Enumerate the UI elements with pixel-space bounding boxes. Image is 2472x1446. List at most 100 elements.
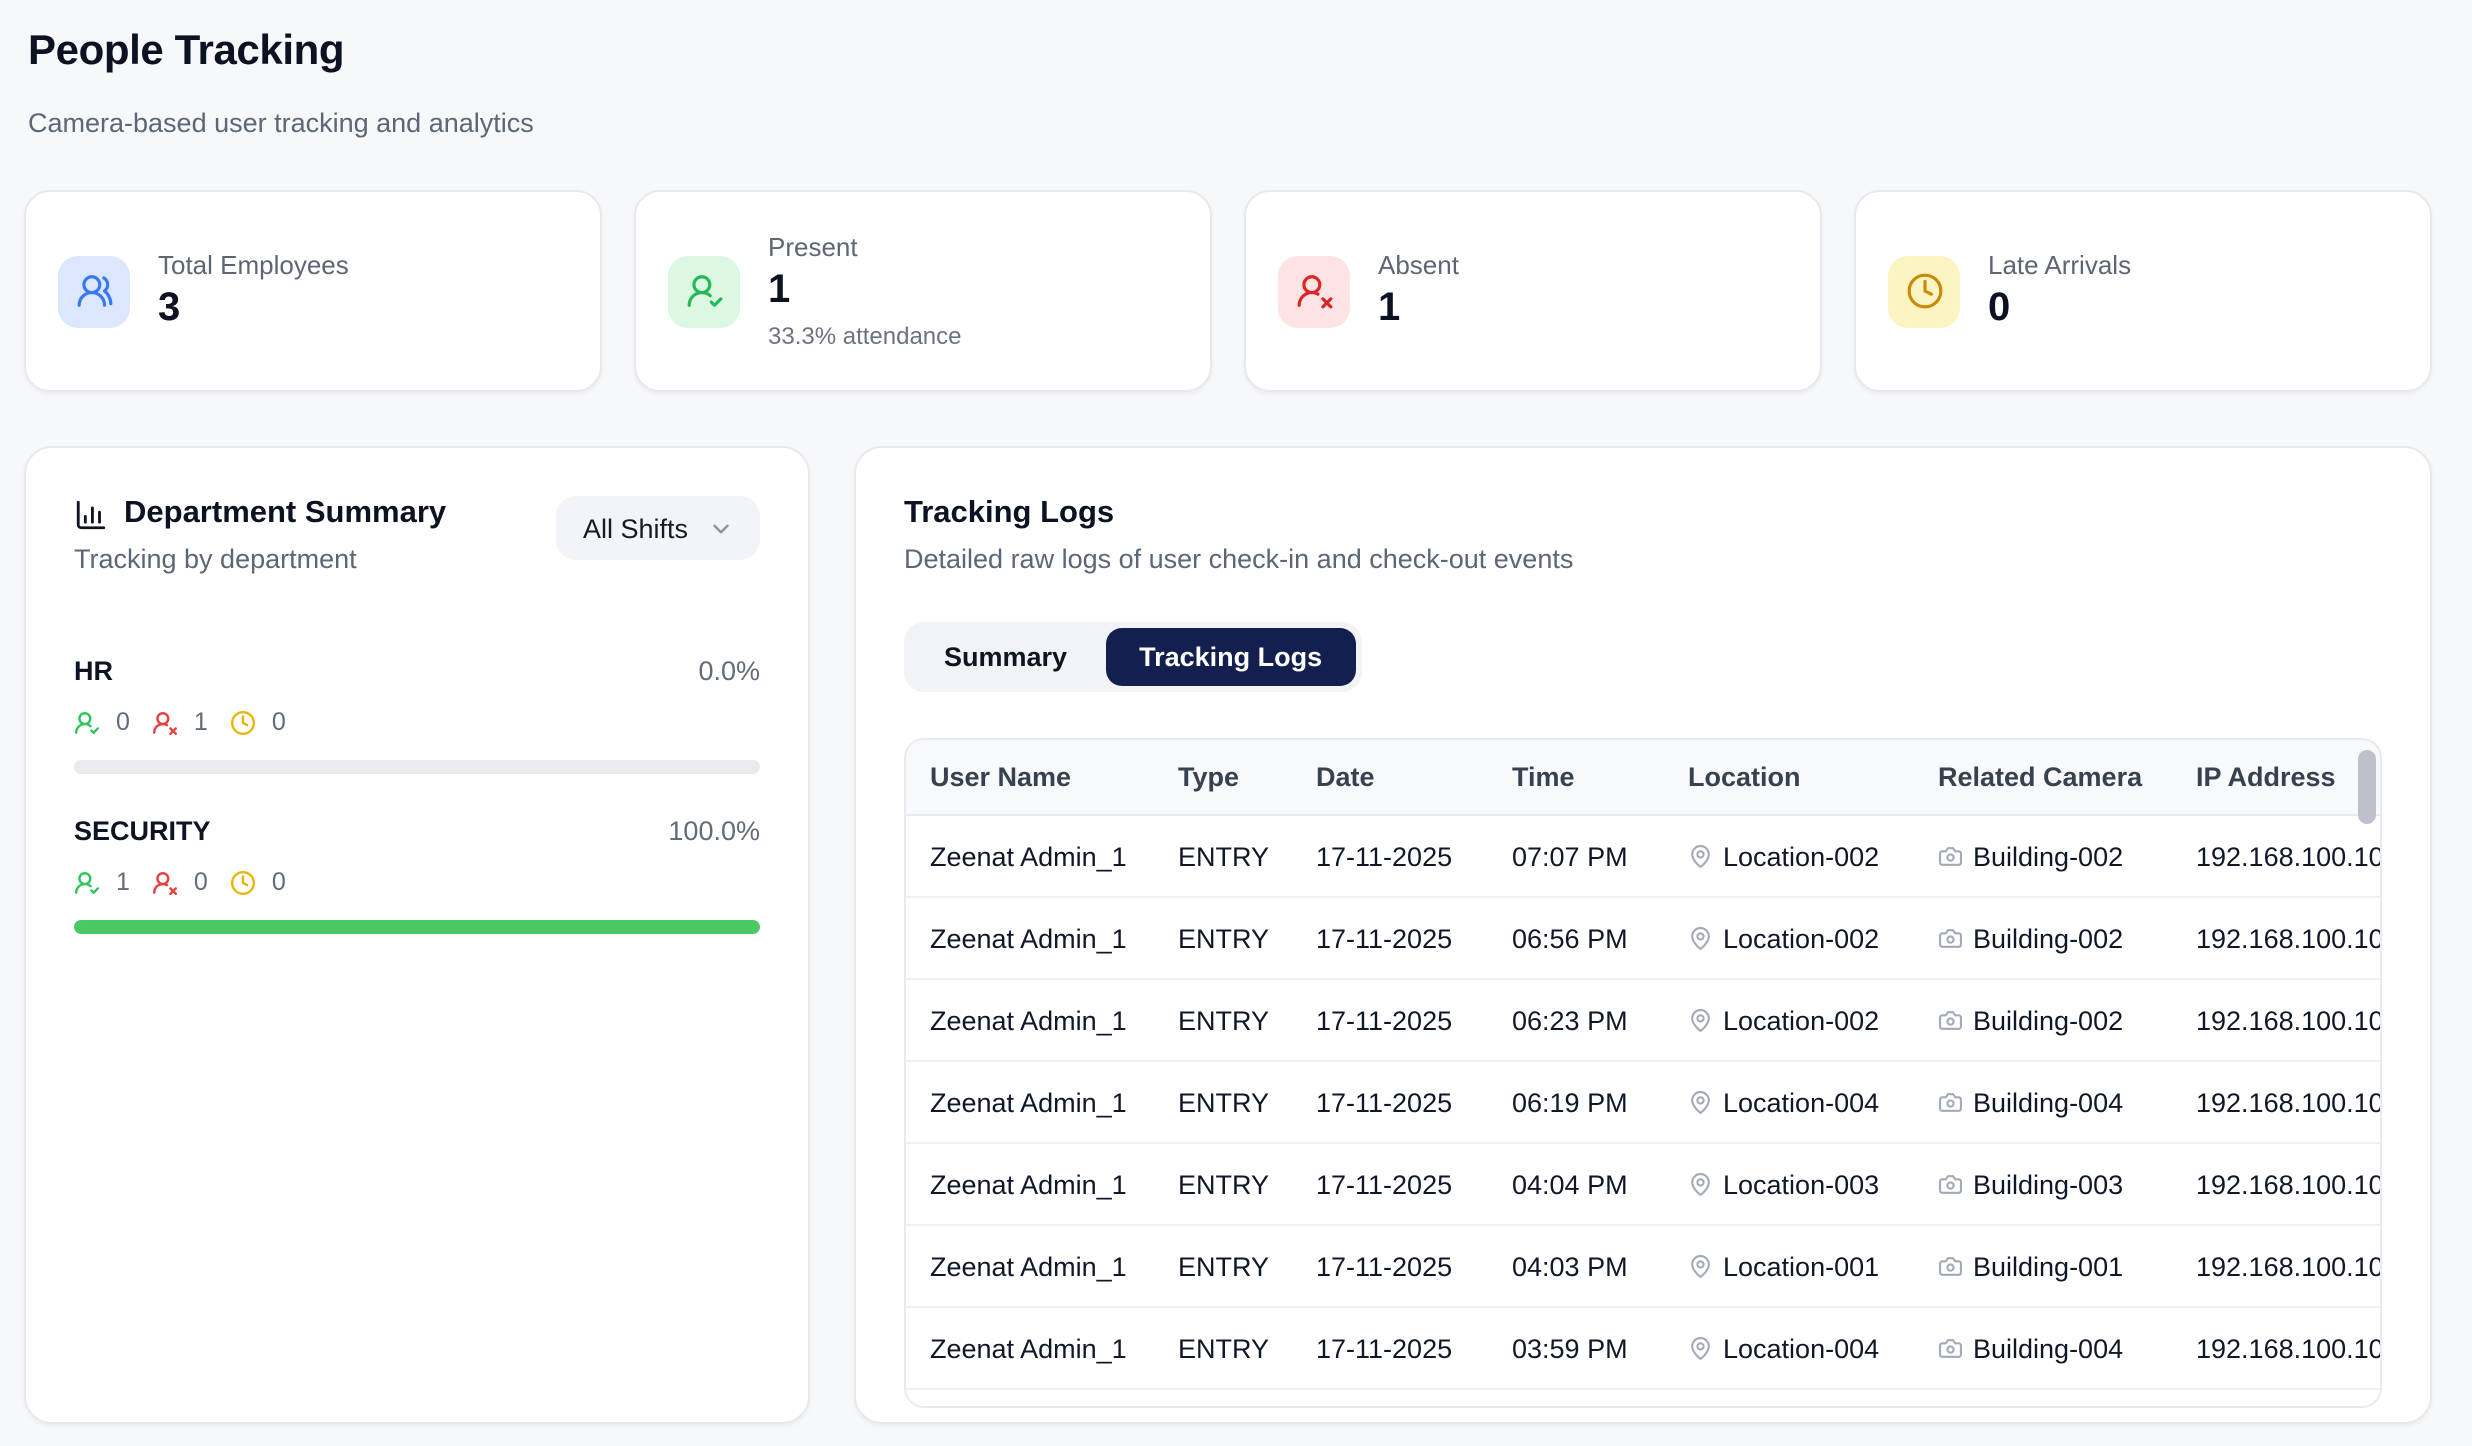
cell-time: 06:56 PM	[1488, 923, 1664, 953]
department-summary-panel: Department Summary Tracking by departmen…	[24, 446, 810, 1424]
cell-related-camera: Building-002	[1914, 841, 2172, 871]
cell-ip-address: 192.168.100.10	[2172, 1169, 2380, 1199]
table-header-row: User Name Type Date Time Location Relate…	[906, 740, 2380, 816]
absent-count: 0	[194, 868, 208, 896]
shift-filter-dropdown[interactable]: All Shifts	[557, 496, 760, 560]
cell-date: 17-11-2025	[1292, 1333, 1488, 1363]
map-pin-icon	[1688, 1008, 1713, 1033]
tracking-logs-subtitle: Detailed raw logs of user check-in and c…	[904, 544, 2382, 574]
department-summary-subtitle: Tracking by department	[74, 544, 446, 574]
stat-card-absent: Absent 1	[1244, 190, 1822, 392]
page-title: People Tracking	[28, 28, 2432, 76]
map-pin-icon	[1688, 1336, 1713, 1361]
col-header-type: Type	[1154, 762, 1292, 792]
cell-related-camera: Building-001	[1914, 1251, 2172, 1281]
table-row: Zeenat Admin_1 ENTRY 17-11-2025 06:19 PM…	[906, 1062, 2380, 1144]
camera-icon	[1938, 1254, 1963, 1279]
cell-ip-address: 192.168.100.10	[2172, 1005, 2380, 1035]
camera-icon	[1938, 1008, 1963, 1033]
map-pin-icon	[1688, 844, 1713, 869]
cell-location: Location-001	[1664, 1251, 1914, 1281]
stat-card-present: Present 1 33.3% attendance	[634, 190, 1212, 392]
stat-value: 1	[1378, 286, 1459, 332]
department-percent: 0.0%	[698, 656, 760, 686]
col-header-user-name: User Name	[906, 762, 1154, 792]
user-x-icon	[152, 869, 178, 895]
shift-filter-value: All Shifts	[583, 513, 688, 543]
progress-bar-fill	[74, 920, 760, 934]
camera-icon	[1938, 1090, 1963, 1115]
map-pin-icon	[1688, 1172, 1713, 1197]
cell-type: ENTRY	[1154, 1169, 1292, 1199]
cell-date: 17-11-2025	[1292, 1169, 1488, 1199]
stat-label: Total Employees	[158, 250, 349, 280]
stat-attendance: 33.3% attendance	[768, 322, 962, 350]
late-count: 0	[272, 868, 286, 896]
cell-related-camera: Building-003	[1914, 1169, 2172, 1199]
tracking-logs-table: User Name Type Date Time Location Relate…	[904, 738, 2382, 1408]
col-header-time: Time	[1488, 762, 1664, 792]
user-x-icon	[152, 709, 178, 735]
cell-time: 03:59 PM	[1488, 1333, 1664, 1363]
clock-icon	[1888, 255, 1960, 327]
col-header-date: Date	[1292, 762, 1488, 792]
tab-summary[interactable]: Summary	[910, 628, 1101, 686]
cell-ip-address: 192.168.100.10	[2172, 1087, 2380, 1117]
camera-icon	[1938, 1336, 1963, 1361]
table-row: Zeenat Admin_1 ENTRY 17-11-2025 06:56 PM…	[906, 898, 2380, 980]
user-check-icon	[74, 869, 100, 895]
logs-tab-bar: Summary Tracking Logs	[904, 622, 1362, 692]
scrollbar-thumb[interactable]	[2358, 750, 2376, 824]
cell-time: 04:04 PM	[1488, 1169, 1664, 1199]
table-scrollbar[interactable]	[2358, 744, 2376, 1402]
cell-related-camera: Building-004	[1914, 1087, 2172, 1117]
progress-bar-track	[74, 920, 760, 934]
cell-location: Location-002	[1664, 841, 1914, 871]
department-name: HR	[74, 656, 113, 686]
cell-date: 17-11-2025	[1292, 923, 1488, 953]
cell-user-name: Zeenat Admin_1	[906, 923, 1154, 953]
cell-user-name: Zeenat Admin_1	[906, 1005, 1154, 1035]
cell-location: Location-003	[1664, 1169, 1914, 1199]
people-tracking-dashboard: People Tracking Camera-based user tracki…	[0, 0, 2472, 1446]
cell-type: ENTRY	[1154, 1087, 1292, 1117]
stat-value: 1	[768, 268, 962, 314]
cell-location: Location-004	[1664, 1087, 1914, 1117]
camera-icon	[1938, 1172, 1963, 1197]
cell-ip-address: 192.168.100.10	[2172, 1251, 2380, 1281]
cell-related-camera: Building-002	[1914, 923, 2172, 953]
department-row-hr: HR 0.0% 0 1	[74, 656, 760, 774]
table-row: Zeenat Admin_1 ENTRY 17-11-2025 06:23 PM…	[906, 980, 2380, 1062]
department-list: HR 0.0% 0 1	[74, 656, 760, 934]
tab-tracking-logs[interactable]: Tracking Logs	[1105, 628, 1356, 686]
camera-icon	[1938, 844, 1963, 869]
stat-label: Late Arrivals	[1988, 250, 2131, 280]
col-header-ip-address: IP Address	[2172, 762, 2380, 792]
cell-date: 17-11-2025	[1292, 841, 1488, 871]
cell-related-camera: Building-004	[1914, 1333, 2172, 1363]
department-percent: 100.0%	[668, 816, 760, 846]
user-check-icon	[74, 709, 100, 735]
user-check-icon	[668, 255, 740, 327]
cell-user-name: Zeenat Admin_1	[906, 1087, 1154, 1117]
col-header-location: Location	[1664, 762, 1914, 792]
table-row: Zeenat Admin_1 ENTRY 17-11-2025 03:51 PM…	[906, 1390, 2380, 1408]
stat-value: 3	[158, 286, 349, 332]
table-row: Zeenat Admin_1 ENTRY 17-11-2025 04:04 PM…	[906, 1144, 2380, 1226]
late-count: 0	[272, 708, 286, 736]
cell-location: Location-002	[1664, 1005, 1914, 1035]
cell-user-name: Zeenat Admin_1	[906, 841, 1154, 871]
clock-icon	[230, 869, 256, 895]
stat-label: Present	[768, 232, 962, 262]
page-subtitle: Camera-based user tracking and analytics	[28, 108, 2432, 138]
cell-time: 06:19 PM	[1488, 1087, 1664, 1117]
col-header-related-camera: Related Camera	[1914, 762, 2172, 792]
cell-time: 07:07 PM	[1488, 841, 1664, 871]
cell-ip-address: 192.168.100.10	[2172, 841, 2380, 871]
progress-bar-track	[74, 760, 760, 774]
map-pin-icon	[1688, 926, 1713, 951]
cell-date: 17-11-2025	[1292, 1251, 1488, 1281]
absent-count: 1	[194, 708, 208, 736]
stat-card-total-employees: Total Employees 3	[24, 190, 602, 392]
bar-chart-icon	[74, 497, 108, 531]
